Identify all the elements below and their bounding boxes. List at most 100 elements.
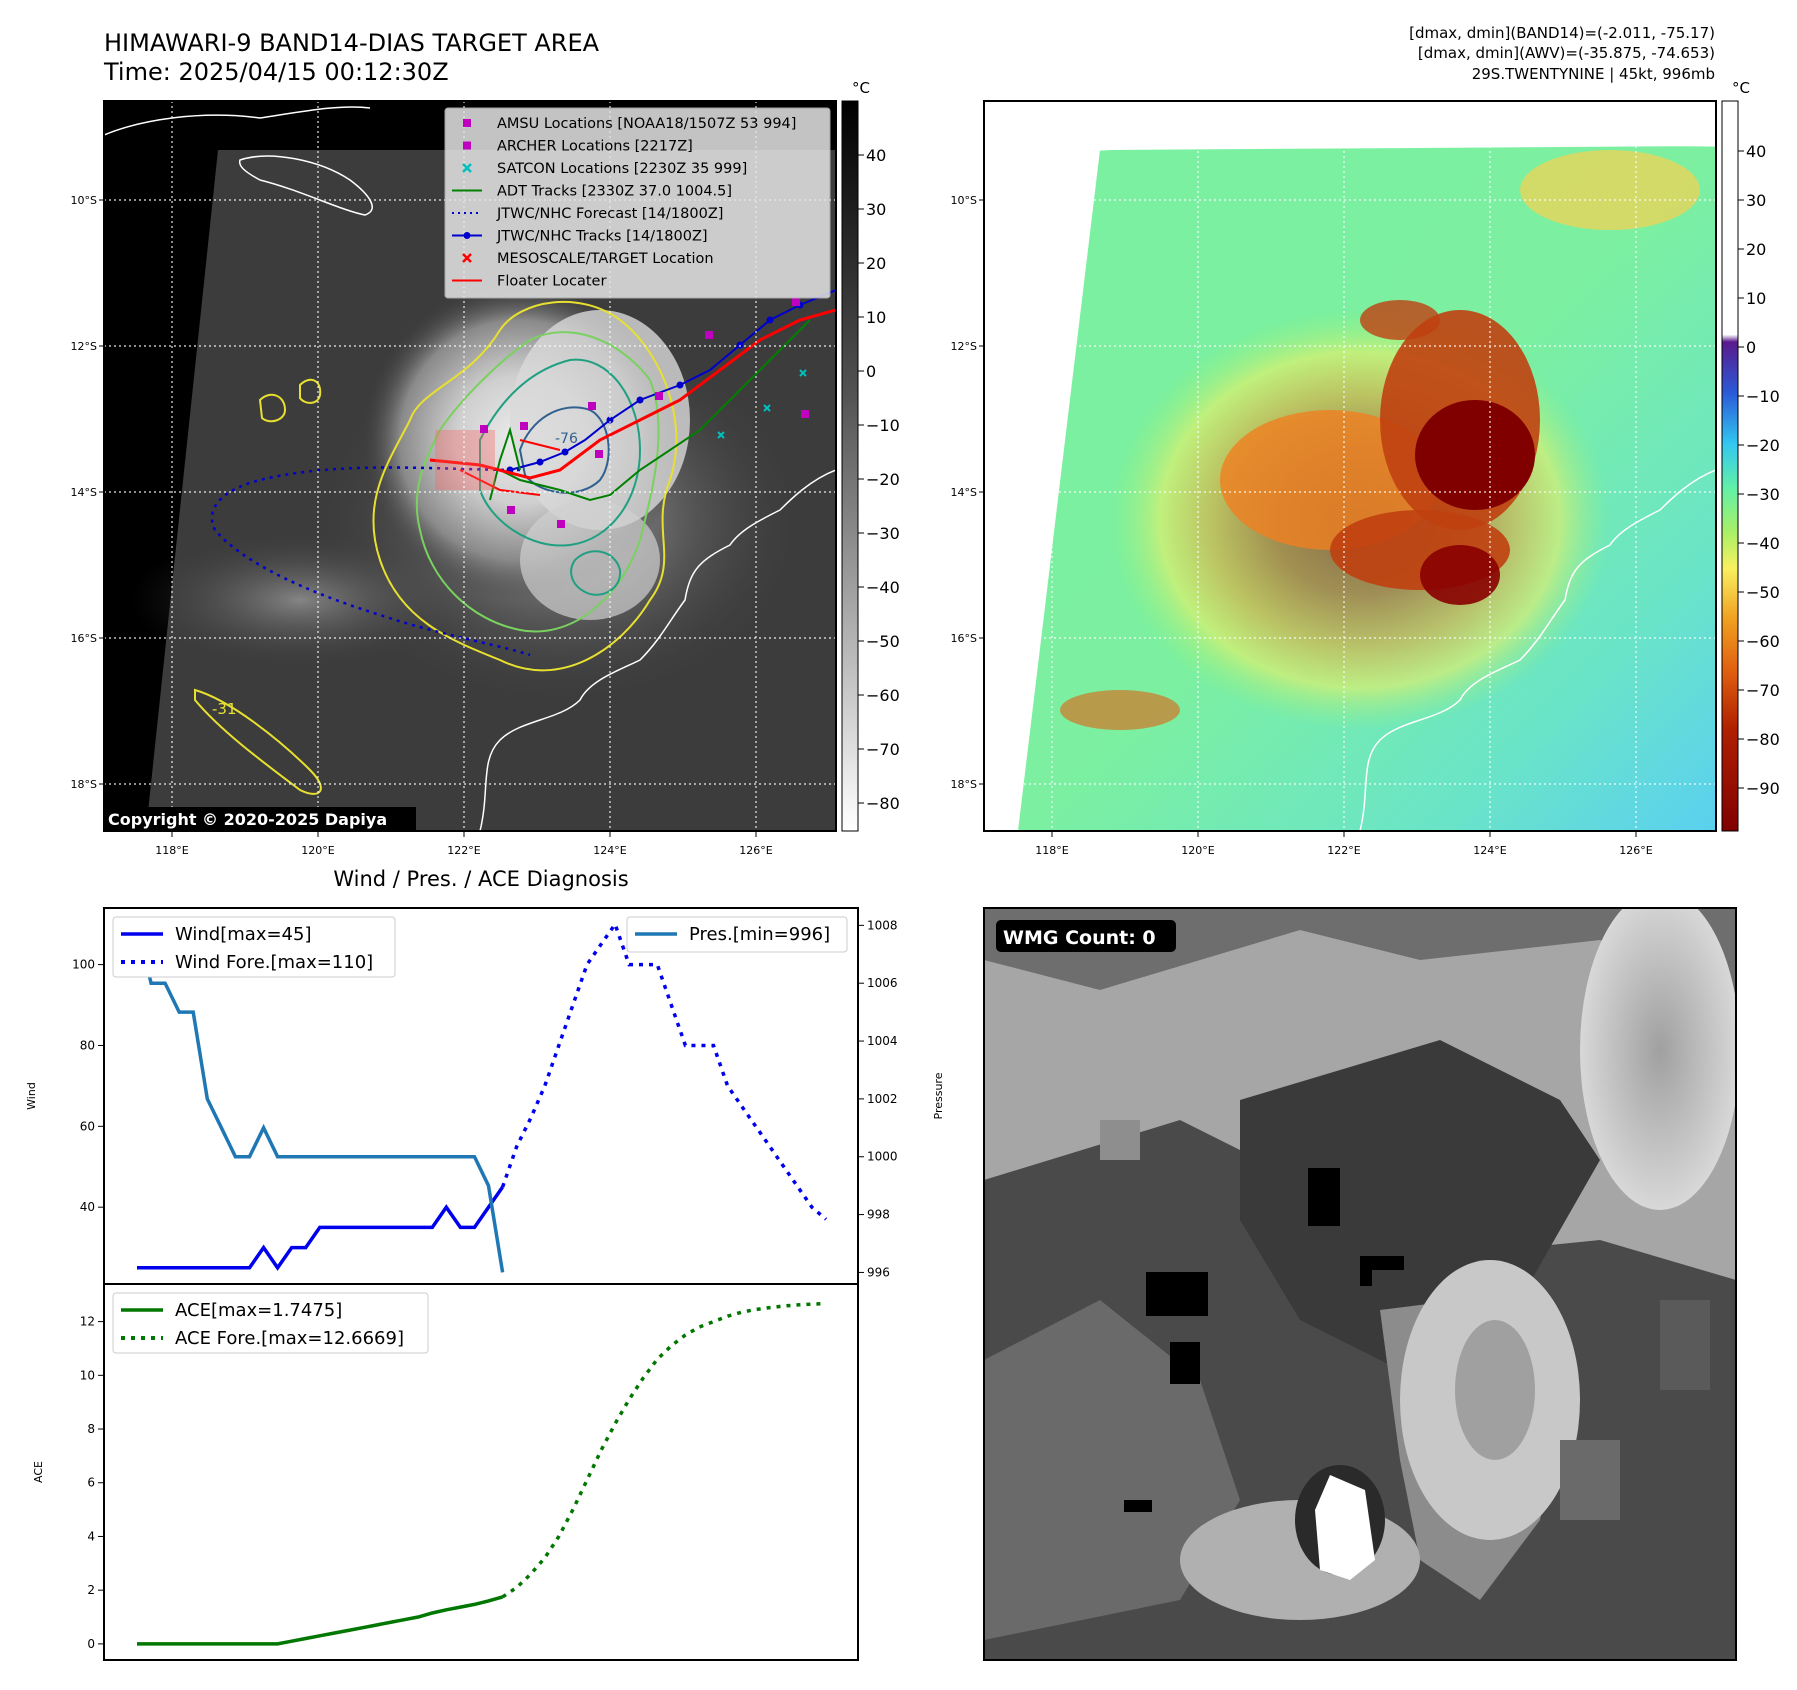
ace-tick-label: 10 (80, 1368, 95, 1382)
legend-label: AMSU Locations [NOAA18/1507Z 53 994] (497, 116, 796, 132)
wmg-image (984, 908, 1736, 1660)
pressure-tick-label: 996 (867, 1265, 890, 1279)
colorbar-gray-tick: −60 (866, 686, 900, 705)
ace-axis-label: ACE (32, 1461, 45, 1483)
lon-tick-label: 124°E (593, 844, 626, 857)
lat-tick-label: 16°S (951, 632, 977, 645)
lon-tick-label: 126°E (1619, 844, 1652, 857)
colorbar-color-tick: 10 (1746, 289, 1766, 308)
lon-tick-label: 126°E (739, 844, 772, 857)
pressure-tick-label: 1004 (867, 1034, 898, 1048)
ace-tick-label: 2 (87, 1583, 95, 1597)
colorbar-gray-tick: 0 (866, 362, 876, 381)
pressure-legend: Pres.[min=996] (626, 916, 848, 953)
series-line-2 (135, 924, 505, 1273)
legend-ace: ACE[max=1.7475] (175, 1300, 342, 1321)
lat-tick-label: 14°S (71, 486, 97, 499)
diagnosis-title: Wind / Pres. / ACE Diagnosis (333, 867, 628, 891)
colorbar-gray-tick: −50 (866, 632, 900, 651)
legend-marker-x (462, 163, 472, 173)
legend-label: Floater Locater (497, 274, 606, 290)
legend-pressure: Pres.[min=996] (689, 924, 830, 945)
lat-tick-label: 10°S (71, 194, 97, 207)
pressure-tick-label: 1006 (867, 976, 898, 990)
contour-label-31: -31 (212, 700, 237, 718)
lat-tick-label: 14°S (951, 486, 977, 499)
colorbar-gray-tick: 40 (866, 146, 886, 165)
lon-tick-label: 124°E (1473, 844, 1506, 857)
wind-tick-label: 40 (80, 1200, 95, 1214)
pressure-tick-label: 1000 (867, 1150, 898, 1164)
info-storm: 29S.TWENTYNINE | 45kt, 996mb (1472, 65, 1715, 83)
colorbar-color-tick: −20 (1746, 436, 1780, 455)
colorbar-color-tick: −80 (1746, 730, 1780, 749)
figure-time: Time: 2025/04/15 00:12:30Z (103, 58, 449, 86)
legend-label: ADT Tracks [2330Z 37.0 1004.5] (497, 184, 732, 200)
colorbar-gray-tick: −40 (866, 578, 900, 597)
awv-map-image (984, 101, 1716, 831)
colorbar-color-tick: −10 (1746, 387, 1780, 406)
colorbar-color-tick: −40 (1746, 534, 1780, 553)
colorbar-gray-tick: −30 (866, 524, 900, 543)
ace-tick-label: 4 (87, 1529, 95, 1543)
legend-label: JTWC/NHC Tracks [14/1800Z] (496, 229, 708, 245)
colorbar-gray-unit: °C (852, 79, 870, 97)
lon-tick-label: 122°E (447, 844, 480, 857)
legend-label: SATCON Locations [2230Z 35 999] (497, 161, 747, 177)
colorbar-color-tick: 0 (1746, 338, 1756, 357)
ace-tick-label: 0 (87, 1637, 95, 1651)
ace-tick-label: 8 (87, 1422, 95, 1436)
colorbar-gray-tick: −80 (866, 794, 900, 813)
wind-tick-label: 100 (72, 958, 95, 972)
colorbar-gray-tick: −70 (866, 740, 900, 759)
colorbar-color-unit: °C (1732, 79, 1750, 97)
legend-marker-square (463, 119, 471, 127)
colorbar-color-tick: −90 (1746, 779, 1780, 798)
map-tick-labels: 10°S 10°S 12°S 12°S 14°S 14°S 16°S 16°S 18°S 18°S… (71, 194, 1653, 857)
series-line-0 (137, 1185, 505, 1271)
lat-tick-label: 10°S (951, 194, 977, 207)
lat-tick-label: 18°S (71, 778, 97, 791)
map-legend: AMSU Locations [NOAA18/1507Z 53 994] ARCH… (444, 107, 831, 299)
series-line-1 (500, 920, 828, 1221)
colorbar-gray-tick: −20 (866, 470, 900, 489)
lat-tick-label: 18°S (951, 778, 977, 791)
legend-wind-forecast: Wind Fore.[max=110] (175, 952, 373, 973)
colorbar-gray-tick: −10 (866, 416, 900, 435)
ace-chart: ACE 0 2 4 6 8 10 12 ACE[max=1.7475] ACE Fore.[… (32, 1283, 859, 1661)
wmg-panel: WMG Count: 0 (983, 907, 1737, 1661)
colorbar-color-tick: −50 (1746, 583, 1780, 602)
copyright: Copyright © 2020-2025 Dapiya (108, 810, 387, 829)
legend-label: MESOSCALE/TARGET Location (497, 251, 714, 267)
pressure-axis-label: Pressure (932, 1072, 945, 1119)
legend-marker-square (463, 141, 471, 150)
colorbar-gray-tick: 30 (866, 200, 886, 219)
lon-tick-label: 118°E (155, 844, 188, 857)
ace-tick-label: 6 (87, 1476, 95, 1490)
lon-tick-label: 120°E (1181, 844, 1214, 857)
wind-tick-label: 80 (80, 1038, 95, 1052)
colorbar-gray-tick: 10 (866, 308, 886, 327)
lon-tick-label: 122°E (1327, 844, 1360, 857)
colorbar-gray-tick: 20 (866, 254, 886, 273)
info-awv: [dmax, dmin](AWV)=(-35.875, -74.653) (1418, 44, 1715, 62)
ir-map-panel: -31 -76 Copyright © 2020-2025 Dapiya AMS… (103, 100, 837, 832)
ace-tick-label: 12 (80, 1315, 95, 1329)
wind-pressure-chart: Wind Pressure 40 60 80 100 996 998 1000 1002 100… (25, 907, 945, 1285)
pressure-tick-label: 998 (867, 1208, 890, 1222)
colorbar-color-tick: −70 (1746, 681, 1780, 700)
colorbar-color: °C 40 30 20 10 0 −10 −20 −30 −40 −50 −60 −70 −80 −90 (1721, 79, 1780, 832)
colorbar-color-tick: 30 (1746, 191, 1766, 210)
legend-label: ARCHER Locations [2217Z] (497, 139, 693, 155)
wind-axis-label: Wind (25, 1082, 38, 1110)
wmg-count: WMG Count: 0 (1003, 927, 1156, 949)
legend-ace-forecast: ACE Fore.[max=12.6669] (175, 1328, 404, 1349)
legend-marker-x (462, 253, 472, 263)
lat-tick-label: 16°S (71, 632, 97, 645)
colorbar-color-tick: −30 (1746, 485, 1780, 504)
colorbar-color-tick: −60 (1746, 632, 1780, 651)
pressure-tick-label: 1008 (867, 918, 898, 932)
wind-legend: Wind[max=45] Wind Fore.[max=110] (112, 916, 396, 978)
awv-map-panel (983, 100, 1717, 832)
